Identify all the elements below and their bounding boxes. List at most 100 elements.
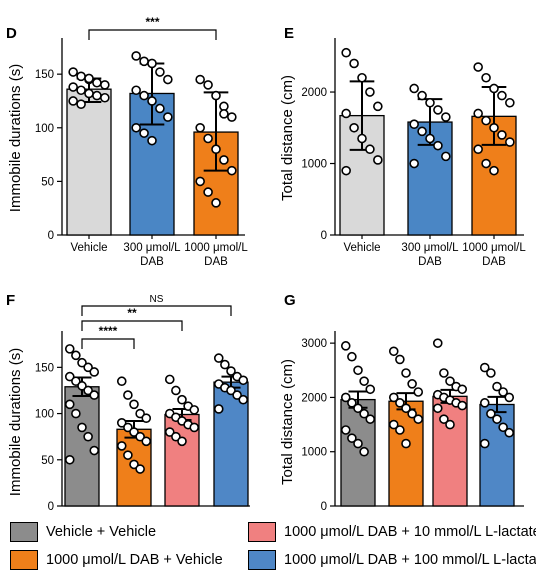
significance-label: ***	[145, 15, 159, 29]
x-tick-label: Vehicle	[343, 242, 380, 254]
data-point	[139, 56, 149, 67]
data-point	[92, 90, 102, 101]
data-point	[457, 400, 468, 411]
data-point	[373, 101, 383, 112]
data-point	[409, 83, 419, 94]
data-point	[84, 88, 94, 99]
data-point	[76, 99, 86, 109]
bar	[340, 398, 376, 507]
data-point	[141, 413, 152, 423]
panel-letter: D	[6, 25, 17, 42]
data-point	[164, 374, 175, 385]
data-point	[116, 376, 127, 387]
data-point	[341, 47, 351, 58]
data-point	[64, 371, 75, 382]
data-point	[425, 97, 435, 108]
data-point	[163, 74, 173, 85]
data-point	[505, 137, 515, 147]
data-point	[498, 422, 508, 433]
data-point	[164, 427, 175, 437]
data-point	[486, 368, 496, 378]
data-point	[359, 446, 369, 457]
data-point	[238, 375, 249, 386]
data-point	[353, 365, 363, 376]
data-point	[219, 155, 229, 165]
data-point	[211, 90, 221, 101]
data-point	[123, 450, 133, 460]
x-tick-label: 300 μmol/L	[123, 242, 181, 254]
data-point	[340, 341, 351, 351]
data-point	[68, 96, 78, 106]
data-point	[77, 422, 87, 433]
data-point	[71, 408, 81, 419]
data-point	[395, 398, 405, 408]
data-point	[395, 354, 405, 365]
data-point	[401, 438, 411, 449]
data-point	[401, 403, 411, 414]
y-tick-label: 100	[35, 123, 54, 135]
data-point	[417, 90, 427, 101]
data-point	[76, 85, 86, 96]
data-point	[203, 133, 213, 144]
x-tick-label: DAB	[482, 256, 506, 268]
data-point	[498, 387, 508, 397]
data-point	[340, 425, 351, 435]
data-point	[441, 112, 451, 122]
data-point	[227, 112, 237, 122]
bar	[432, 395, 468, 507]
data-point	[359, 408, 369, 419]
data-point	[473, 108, 483, 119]
data-point	[129, 399, 139, 410]
data-point	[83, 362, 93, 373]
data-point	[492, 414, 502, 424]
significance-bracket	[81, 338, 135, 349]
data-point	[357, 72, 367, 83]
y-tick-label: 0	[48, 501, 54, 513]
data-point	[492, 381, 502, 392]
data-point	[479, 398, 490, 408]
data-point	[141, 436, 152, 447]
significance-label: **	[127, 306, 137, 320]
data-point	[238, 394, 249, 405]
data-point	[433, 105, 443, 115]
y-tick-label: 150	[35, 69, 54, 81]
data-point	[497, 130, 507, 140]
data-point	[489, 122, 499, 133]
data-point	[479, 438, 490, 449]
data-point	[116, 418, 127, 428]
y-tick-label: 2000	[301, 392, 327, 404]
data-point	[409, 158, 419, 169]
data-point	[445, 376, 455, 386]
data-point	[211, 144, 221, 155]
data-point	[211, 198, 221, 208]
data-point	[401, 368, 411, 378]
data-point	[71, 376, 81, 387]
data-point	[213, 353, 224, 363]
data-point	[213, 404, 224, 414]
data-point	[123, 390, 133, 400]
data-point	[357, 133, 367, 144]
data-point	[89, 390, 100, 400]
significance-label: NS	[150, 294, 164, 305]
data-point	[373, 155, 383, 165]
data-point	[505, 97, 515, 108]
data-point	[425, 133, 435, 144]
data-point	[473, 62, 483, 72]
data-point	[195, 176, 205, 187]
panel-letter: G	[284, 292, 296, 309]
data-point	[232, 390, 242, 400]
data-point	[189, 405, 200, 415]
bar	[66, 88, 112, 236]
data-point	[489, 83, 499, 94]
significance-bracket	[88, 29, 217, 40]
data-point	[84, 73, 94, 84]
data-point	[365, 384, 376, 395]
data-point	[155, 67, 165, 77]
data-point	[341, 108, 351, 119]
data-point	[135, 464, 145, 474]
data-point	[171, 385, 181, 396]
data-point	[100, 80, 110, 90]
data-point	[64, 344, 75, 354]
